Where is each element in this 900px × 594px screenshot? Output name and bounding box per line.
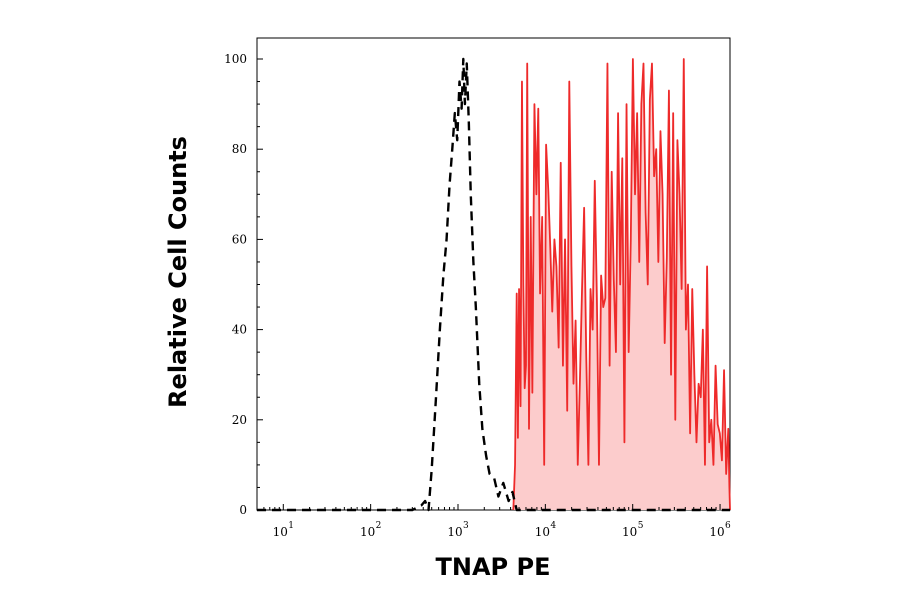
x-tick-exponent: 2 xyxy=(376,521,382,531)
y-tick-label: 40 xyxy=(232,323,247,337)
y-tick-label: 80 xyxy=(232,142,247,156)
x-tick-label: 10 xyxy=(535,525,550,539)
x-tick-exponent: 6 xyxy=(725,521,731,531)
series-layer xyxy=(257,57,731,512)
x-axis: 10 1 10 2 10 3 10 4 10 5 10 6 xyxy=(256,504,731,539)
series-0-line xyxy=(257,57,730,512)
plot-frame xyxy=(256,37,731,511)
x-tick-exponent: 4 xyxy=(550,521,556,531)
x-axis-title: TNAP PE xyxy=(436,553,551,581)
y-axis: 0 20 40 60 80 100 xyxy=(224,52,263,517)
x-tick-exponent: 3 xyxy=(463,521,469,531)
y-tick-label: 20 xyxy=(232,413,247,427)
x-tick-label: 10 xyxy=(709,525,724,539)
y-axis-title: Relative Cell Counts xyxy=(164,136,192,408)
y-tick-label: 100 xyxy=(224,52,247,66)
y-tick-label: 0 xyxy=(239,503,247,517)
y-tick-label: 60 xyxy=(232,232,247,246)
x-tick-exponent: 5 xyxy=(638,521,644,531)
series-1-line xyxy=(512,58,731,511)
x-tick-label: 10 xyxy=(273,525,288,539)
x-tick-label: 10 xyxy=(447,525,462,539)
x-tick-label: 10 xyxy=(622,525,637,539)
x-tick-exponent: 1 xyxy=(288,521,294,531)
x-tick-label: 10 xyxy=(360,525,375,539)
